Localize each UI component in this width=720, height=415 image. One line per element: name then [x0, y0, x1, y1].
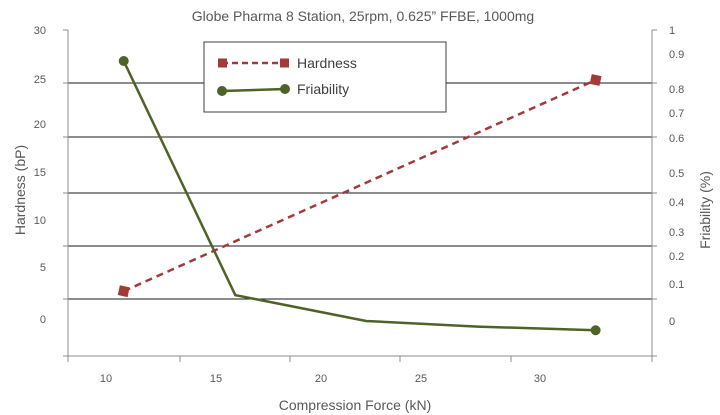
series-layer — [117, 56, 602, 336]
y2-tick-label: 0.2 — [669, 251, 684, 263]
y2-tick-label: 1 — [669, 25, 675, 37]
y-tick-label: 15 — [34, 167, 46, 179]
x-tick-label: 20 — [315, 373, 327, 385]
data-point-friability — [590, 325, 601, 336]
y-tick-label: 20 — [34, 119, 46, 131]
y2-tick-label: 0.5 — [669, 168, 684, 180]
data-point-hardness — [117, 285, 130, 298]
legend: Hardness Friability — [203, 41, 447, 113]
y2-tick-label: 0 — [669, 316, 675, 328]
x-tick-label: 25 — [415, 373, 427, 385]
legend-hardness-marker-left — [218, 58, 227, 68]
series-line-friability — [122, 60, 596, 332]
legend-friability-marker-right — [280, 84, 290, 94]
legend-friability-line — [221, 87, 286, 93]
left-axis-ticks: 30 25 20 15 10 5 0 — [34, 25, 68, 357]
y2-tick-label: 0.8 — [669, 84, 684, 96]
x-tick-label: 30 — [534, 373, 546, 385]
x-tick-label: 10 — [100, 373, 112, 385]
legend-friability-marker-left — [217, 86, 227, 96]
y-tick-label: 10 — [34, 215, 46, 227]
legend-hardness-label: Hardness — [297, 55, 357, 71]
gridlines — [68, 82, 652, 300]
y-tick-label: 5 — [40, 262, 46, 274]
y2-tick-label: 0.6 — [669, 133, 684, 145]
x-axis-label: Compression Force (kN) — [279, 397, 431, 413]
y2-tick-label: 0.4 — [669, 197, 684, 209]
right-axis-ticks: 1 0.9 0.8 0.7 0.6 0.5 0.4 0.3 0.2 0.1 0 — [652, 25, 684, 357]
chart-title: Globe Pharma 8 Station, 25rpm, 0.625” FF… — [192, 8, 534, 24]
legend-hardness-marker-right — [280, 58, 289, 68]
y2-tick-label: 0.1 — [669, 279, 684, 291]
x-tick-label: 15 — [210, 373, 222, 385]
x-axis-ticks: 10 15 20 25 30 — [67, 356, 653, 385]
y-axis-label: Hardness (bP) — [12, 145, 28, 235]
y-tick-label: 0 — [40, 314, 46, 326]
y-tick-label: 25 — [34, 74, 46, 86]
legend-friability-label: Friability — [297, 81, 349, 97]
data-point-hardness — [589, 74, 602, 86]
data-point-friability — [118, 56, 129, 66]
y2-tick-label: 0.7 — [669, 108, 684, 120]
legend-box — [203, 41, 447, 113]
y2-tick-label: 0.9 — [669, 49, 684, 61]
y2-tick-label: 0.3 — [669, 227, 684, 239]
series-line-hardness — [123, 78, 597, 293]
y2-axis-label: Friability (%) — [697, 171, 713, 249]
y-tick-label: 30 — [34, 25, 46, 37]
